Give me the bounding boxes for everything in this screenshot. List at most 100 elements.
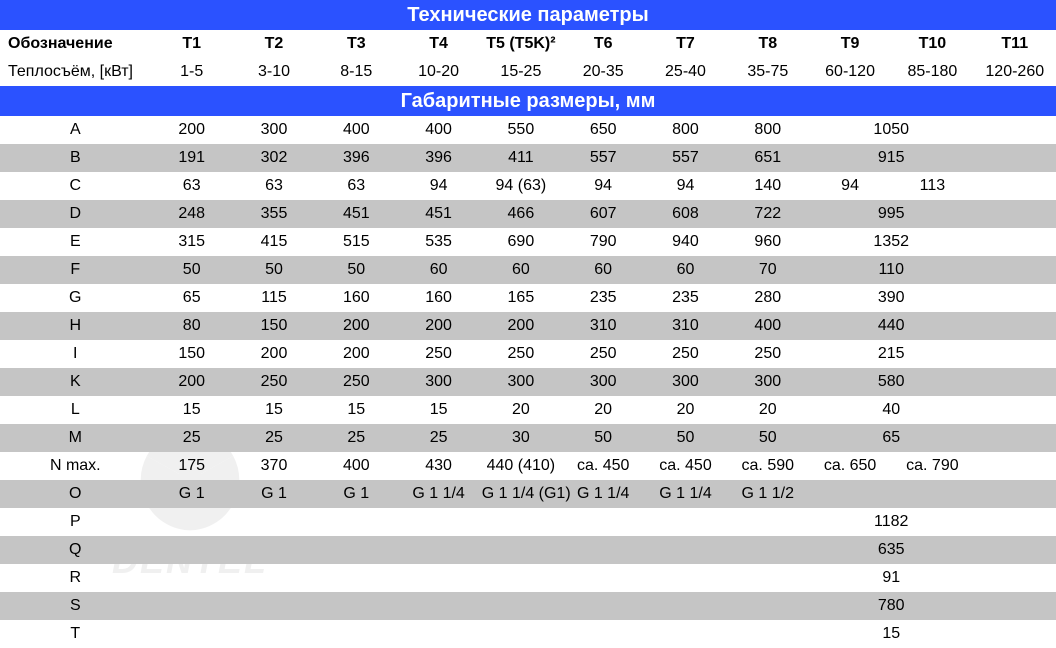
cell: 200 xyxy=(315,340,397,368)
specs-table: Технические параметрыОбозначениеT1T2T3T4… xyxy=(0,0,1056,648)
table-row: B191302396396411557557651915 xyxy=(0,144,1056,172)
cell: 65 xyxy=(151,284,233,312)
cell xyxy=(315,508,397,536)
cell xyxy=(974,340,1056,368)
table-row: K200250250300300300300300580 xyxy=(0,368,1056,396)
cell xyxy=(727,508,809,536)
cell: 63 xyxy=(151,172,233,200)
cell: 110 xyxy=(809,256,974,284)
cell xyxy=(233,508,315,536)
cell: 300 xyxy=(480,368,562,396)
cell xyxy=(397,620,479,648)
cell: 1182 xyxy=(809,508,974,536)
cell: 25 xyxy=(233,424,315,452)
cell xyxy=(727,620,809,648)
cell: 25-40 xyxy=(644,58,726,86)
cell: 800 xyxy=(644,116,726,144)
cell: 300 xyxy=(397,368,479,396)
cell xyxy=(974,284,1056,312)
cell: 370 xyxy=(233,452,315,480)
cell: 60 xyxy=(562,256,644,284)
cell: 94 xyxy=(809,172,891,200)
cell xyxy=(974,620,1056,648)
cell xyxy=(974,508,1056,536)
cell: T10 xyxy=(891,30,973,58)
table-row: E3154155155356907909409601352 xyxy=(0,228,1056,256)
cell: T2 xyxy=(233,30,315,58)
cell xyxy=(974,116,1056,144)
cell: 25 xyxy=(151,424,233,452)
row-label: Теплосъём, [кВт] xyxy=(0,58,151,86)
cell xyxy=(151,536,233,564)
cell: 235 xyxy=(644,284,726,312)
cell xyxy=(974,200,1056,228)
table-row: C6363639494 (63)949414094113 xyxy=(0,172,1056,200)
row-label: K xyxy=(0,368,151,396)
cell: 8-15 xyxy=(315,58,397,86)
table-row: ОбозначениеT1T2T3T4T5 (T5K)²T6T7T8T9T10T… xyxy=(0,30,1056,58)
cell xyxy=(727,564,809,592)
cell xyxy=(315,620,397,648)
table-row: Теплосъём, [кВт]1-53-108-1510-2015-2520-… xyxy=(0,58,1056,86)
cell xyxy=(644,620,726,648)
cell: 160 xyxy=(397,284,479,312)
cell xyxy=(151,508,233,536)
cell: G 1 1/2 xyxy=(727,480,809,508)
table-row: D248355451451466607608722995 xyxy=(0,200,1056,228)
cell xyxy=(974,592,1056,620)
cell: 250 xyxy=(562,340,644,368)
cell: 165 xyxy=(480,284,562,312)
cell: G 1 1/4 xyxy=(644,480,726,508)
cell: 15 xyxy=(315,396,397,424)
cell: 65 xyxy=(809,424,974,452)
cell: 396 xyxy=(397,144,479,172)
cell: 20-35 xyxy=(562,58,644,86)
cell: 1050 xyxy=(809,116,974,144)
table-row: A2003004004005506508008001050 xyxy=(0,116,1056,144)
cell: 250 xyxy=(397,340,479,368)
cell: 396 xyxy=(315,144,397,172)
cell: 10-20 xyxy=(397,58,479,86)
cell: 535 xyxy=(397,228,479,256)
cell xyxy=(151,620,233,648)
cell: 200 xyxy=(151,368,233,396)
cell xyxy=(562,508,644,536)
row-label: R xyxy=(0,564,151,592)
cell: ca. 790 xyxy=(891,452,973,480)
cell: 120-260 xyxy=(974,58,1056,86)
table-row: R91 xyxy=(0,564,1056,592)
cell: 310 xyxy=(562,312,644,340)
cell: T7 xyxy=(644,30,726,58)
cell xyxy=(233,536,315,564)
row-label: E xyxy=(0,228,151,256)
cell: T3 xyxy=(315,30,397,58)
cell: 160 xyxy=(315,284,397,312)
table-row: N max.175370400430440 (410)ca. 450ca. 45… xyxy=(0,452,1056,480)
cell xyxy=(480,620,562,648)
cell: 607 xyxy=(562,200,644,228)
cell: 300 xyxy=(644,368,726,396)
cell xyxy=(727,536,809,564)
cell: T11 xyxy=(974,30,1056,58)
cell: 248 xyxy=(151,200,233,228)
cell: 430 xyxy=(397,452,479,480)
cell: 451 xyxy=(397,200,479,228)
cell: G 1 xyxy=(315,480,397,508)
table-row: S780 xyxy=(0,592,1056,620)
cell xyxy=(315,564,397,592)
cell: 50 xyxy=(727,424,809,452)
table-row: OG 1G 1G 1G 1 1/4G 1 1/4 (G1)G 1 1/4G 1 … xyxy=(0,480,1056,508)
cell: 400 xyxy=(727,312,809,340)
cell xyxy=(233,592,315,620)
cell xyxy=(809,480,891,508)
row-label: T xyxy=(0,620,151,648)
cell xyxy=(151,592,233,620)
section-header: Технические параметры xyxy=(0,0,1056,30)
cell: 60 xyxy=(397,256,479,284)
cell: 20 xyxy=(727,396,809,424)
table-row: F5050506060606070110 xyxy=(0,256,1056,284)
cell: 15 xyxy=(809,620,974,648)
cell xyxy=(480,536,562,564)
cell xyxy=(974,536,1056,564)
row-label: M xyxy=(0,424,151,452)
